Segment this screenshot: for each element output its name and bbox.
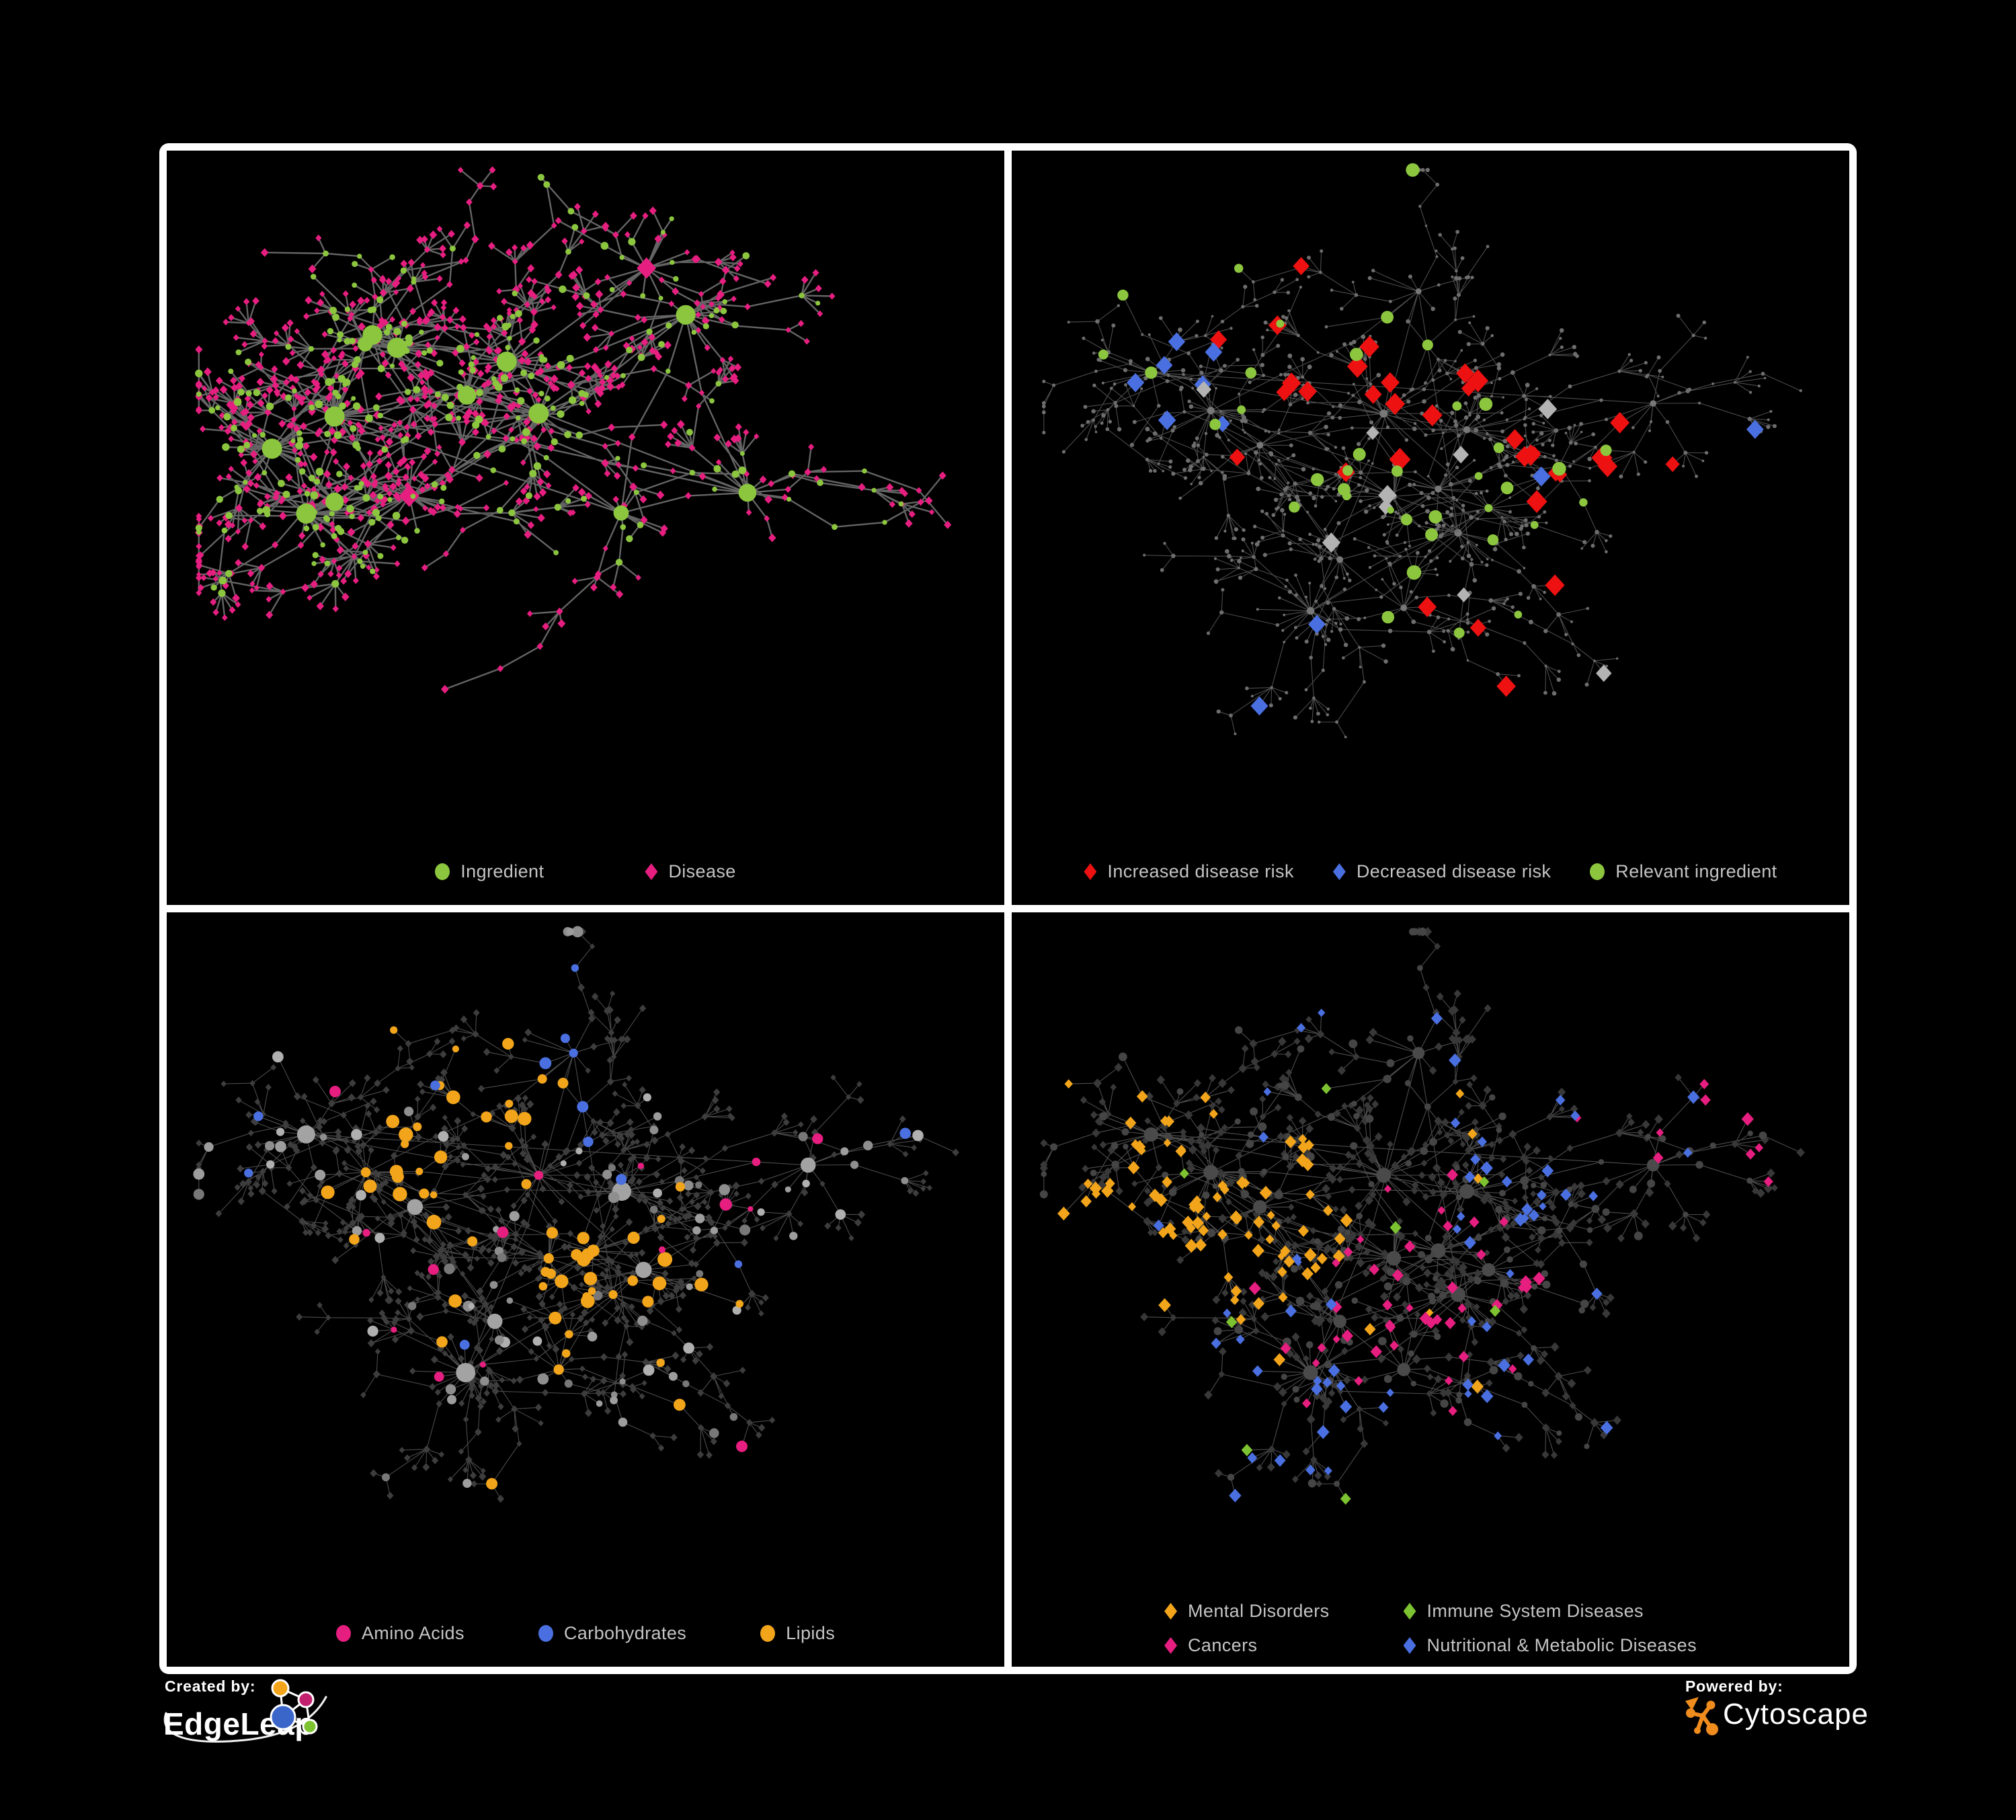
immune-system-diseases-diamond-marker bbox=[1403, 1603, 1416, 1620]
ingredient-class-network-graph bbox=[193, 926, 959, 1503]
edgeleap-orange-node bbox=[271, 1679, 290, 1698]
panel-ingredient-class-network: Amino Acids Carbohydrates Lipids bbox=[167, 912, 1004, 1667]
legend-item-immune-system-diseases: Immune System Diseases bbox=[1403, 1601, 1644, 1622]
legend-item-disease: Disease bbox=[645, 861, 735, 882]
created-by-credit: Created by: EdgeLeap bbox=[163, 1674, 419, 1792]
disease-category-network-graph bbox=[1039, 926, 1805, 1505]
legend-label: Amino Acids bbox=[361, 1623, 465, 1643]
edges-layer bbox=[198, 169, 949, 690]
disease-diamond-marker bbox=[645, 863, 658, 880]
legend-label: Nutritional & Metabolic Diseases bbox=[1426, 1635, 1697, 1655]
edgeleap-magenta-node bbox=[297, 1691, 315, 1708]
ingredient-disease-network-graph bbox=[194, 166, 952, 694]
legend-item-mental-disorders: Mental Disorders bbox=[1164, 1601, 1329, 1622]
legend-label: Mental Disorders bbox=[1188, 1601, 1330, 1621]
panel-disease-risk-network: Increased disease risk Decreased disease … bbox=[1012, 151, 1849, 905]
cytoscape-logo-text: Cytoscape bbox=[1723, 1698, 1869, 1731]
powered-by-credit: Powered by: Cytoscape bbox=[1684, 1674, 1886, 1792]
carbohydrates-circle-marker bbox=[538, 1625, 553, 1642]
cytoscape-logo: Powered by: Cytoscape bbox=[1685, 1677, 1869, 1735]
legend-label: Carbohydrates bbox=[563, 1623, 687, 1643]
legend-item-nutritional-metabolic-diseases: Nutritional & Metabolic Diseases bbox=[1403, 1635, 1697, 1656]
legend-label: Decreased disease risk bbox=[1356, 861, 1551, 881]
legend-item-amino-acids: Amino Acids bbox=[335, 1623, 465, 1644]
decreased-disease-risk-diamond-marker bbox=[1332, 863, 1346, 880]
legend-item-carbohydrates: Carbohydrates bbox=[538, 1623, 686, 1644]
legend-item-lipids: Lipids bbox=[760, 1623, 835, 1644]
highlight-nodes-layer bbox=[1098, 163, 1764, 716]
disease-risk-network-graph bbox=[1041, 163, 1802, 739]
ingredient-class-legend: Amino Acids Carbohydrates Lipids bbox=[167, 1623, 1004, 1644]
legend-item-cancers: Cancers bbox=[1164, 1635, 1257, 1656]
panel-disease-category-network: Mental Disorders Immune System Diseases Ca… bbox=[1012, 912, 1849, 1667]
lipids-circle-marker bbox=[760, 1625, 776, 1642]
disease-risk-legend: Increased disease risk Decreased disease … bbox=[1012, 861, 1849, 882]
nutritional-metabolic-diseases-diamond-marker bbox=[1403, 1637, 1416, 1654]
cancers-diamond-marker bbox=[1164, 1637, 1178, 1654]
base-nodes-layer bbox=[1039, 926, 1805, 1488]
cytoscape-logo-icon bbox=[1685, 1697, 1718, 1735]
increased-disease-risk-diamond-marker bbox=[1084, 863, 1097, 880]
legend-item-ingredient: Ingredient bbox=[435, 861, 544, 882]
highlight-nodes-layer bbox=[244, 964, 911, 1490]
edgeleap-swoosh bbox=[163, 1696, 327, 1743]
legend-item-relevant-ingredient: Relevant ingredient bbox=[1590, 861, 1777, 882]
panel-ingredient-disease-network: Ingredient Disease bbox=[167, 151, 1004, 905]
edgeleap-green-node bbox=[302, 1718, 318, 1735]
relevant-ingredient-circle-marker bbox=[1590, 863, 1605, 880]
base-nodes-layer bbox=[1041, 167, 1802, 739]
legend-label: Lipids bbox=[786, 1623, 836, 1643]
legend-label: Immune System Diseases bbox=[1426, 1601, 1644, 1621]
edgeleap-logo-icon bbox=[270, 1679, 318, 1735]
ingredient-circle-marker bbox=[435, 863, 450, 880]
footer: Created by: EdgeLeap Powered by: bbox=[0, 1674, 2016, 1820]
highlight-nodes-layer bbox=[1057, 1008, 1773, 1505]
edgeleap-logo: Created by: EdgeLeap bbox=[163, 1677, 327, 1743]
legend-item-increased-disease-risk: Increased disease risk bbox=[1084, 861, 1293, 882]
mental-disorders-diamond-marker bbox=[1164, 1603, 1178, 1620]
created-by-label: Created by: bbox=[165, 1677, 255, 1695]
legend-item-decreased-disease-risk: Decreased disease risk bbox=[1332, 861, 1551, 882]
legend-label: Ingredient bbox=[460, 861, 545, 881]
panel-grid: Ingredient Disease Increased disease risk… bbox=[159, 143, 1857, 1674]
base-nodes-layer bbox=[194, 166, 952, 694]
legend-label: Increased disease risk bbox=[1107, 861, 1294, 881]
amino-acids-circle-marker bbox=[335, 1625, 351, 1642]
disease-category-legend: Mental Disorders Immune System Diseases Ca… bbox=[1164, 1601, 1697, 1656]
base-nodes-layer bbox=[193, 926, 959, 1503]
edgeleap-blue-node bbox=[270, 1704, 296, 1731]
legend-label: Disease bbox=[668, 861, 736, 881]
legend-label: Relevant ingredient bbox=[1615, 861, 1777, 881]
legend-label: Cancers bbox=[1188, 1635, 1258, 1655]
powered-by-label: Powered by: bbox=[1685, 1677, 1783, 1695]
ingredient-disease-legend: Ingredient Disease bbox=[167, 861, 1004, 882]
